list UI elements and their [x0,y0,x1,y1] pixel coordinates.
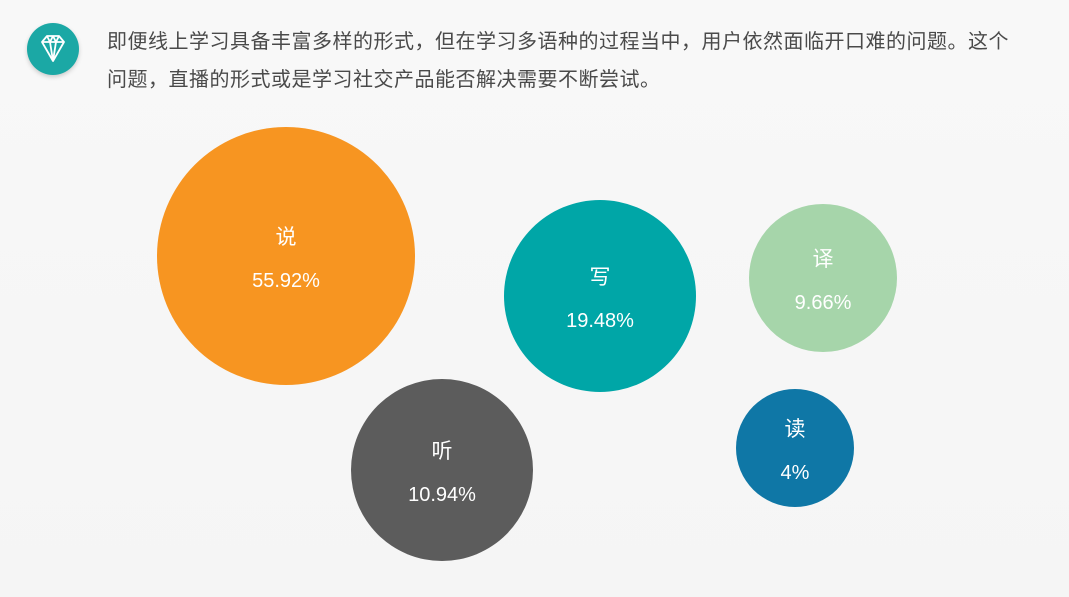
diamond-icon [41,35,65,62]
bubble-circle-read [736,389,854,507]
bubble-circle-write [504,200,696,392]
bubble-circle-translate [749,204,897,352]
bubble-circle-listen [351,379,533,561]
bubble-read: 读 4% [736,389,854,507]
bubble-circle-speak [157,127,415,385]
bubble-value-translate: 9.66% [795,292,852,314]
bubble-listen: 听 10.94% [351,379,533,561]
bubble-translate: 译 9.66% [749,204,897,352]
bubble-value-write: 19.48% [566,310,634,332]
diamond-icon-badge [27,23,79,75]
bubble-value-listen: 10.94% [408,484,476,506]
bubble-value-speak: 55.92% [252,270,320,292]
bubble-value-read: 4% [781,462,810,484]
bubble-label-listen: 听 [432,439,453,463]
bubble-label-write: 写 [590,265,611,289]
bubble-label-speak: 说 [276,225,297,249]
bubble-label-read: 读 [785,417,806,441]
bubble-label-translate: 译 [813,247,834,271]
bubble-speak: 说 55.92% [157,127,415,385]
header-caption: 即便线上学习具备丰富多样的形式，但在学习多语种的过程当中，用户依然面临开口难的问… [107,29,1009,91]
bubble-write: 写 19.48% [504,200,696,392]
